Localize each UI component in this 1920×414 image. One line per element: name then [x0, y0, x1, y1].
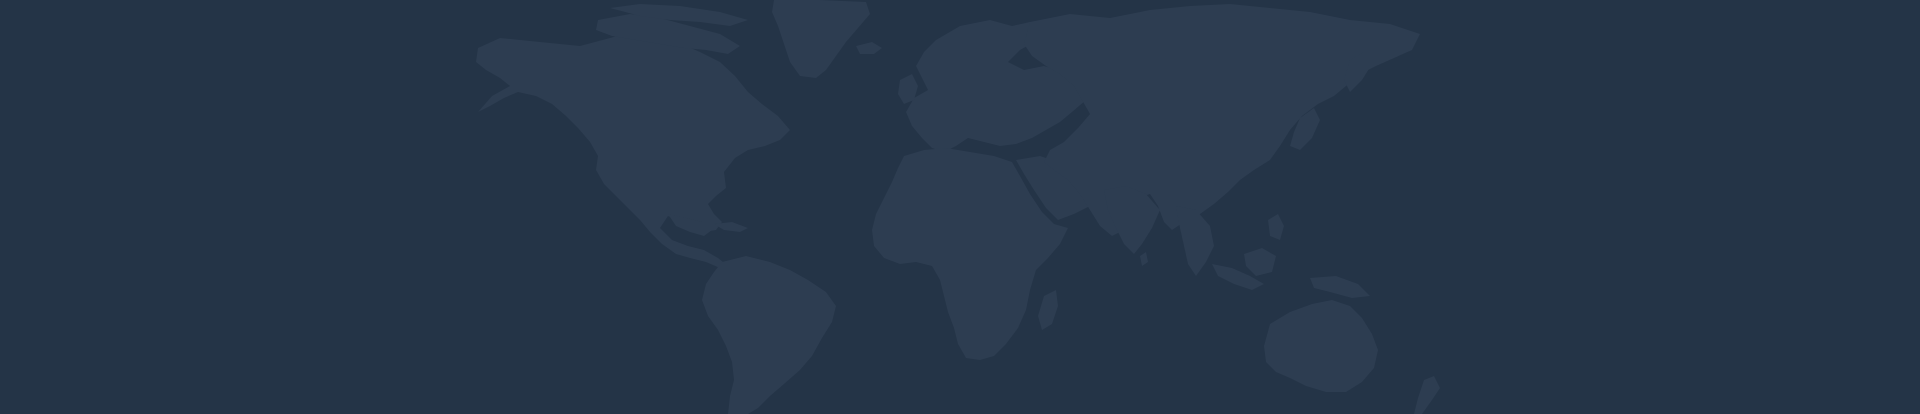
southeast-asia	[1176, 206, 1214, 276]
borneo	[1244, 248, 1276, 276]
arabian-peninsula	[1016, 156, 1100, 220]
new-guinea	[1310, 276, 1370, 298]
japan	[1290, 108, 1320, 150]
sri-lanka	[1140, 252, 1148, 266]
europe	[906, 20, 1086, 152]
new-zealand	[1414, 376, 1440, 414]
north-america	[476, 30, 790, 268]
arctic-islands	[596, 14, 740, 54]
iceland	[856, 42, 882, 54]
caribbean-islands	[714, 222, 748, 232]
madagascar	[1038, 290, 1058, 330]
indian-subcontinent	[1104, 186, 1160, 254]
indonesia	[1212, 264, 1264, 290]
south-america	[702, 256, 836, 414]
asia	[1024, 4, 1420, 236]
australia	[1264, 300, 1378, 392]
greenland	[772, 0, 870, 78]
africa	[872, 148, 1068, 360]
arctic-islands-north	[610, 4, 748, 26]
british-isles	[898, 74, 918, 104]
kamchatka	[1344, 52, 1372, 92]
central-america	[668, 214, 712, 236]
landmasses	[476, 0, 1440, 414]
philippines	[1268, 214, 1284, 240]
